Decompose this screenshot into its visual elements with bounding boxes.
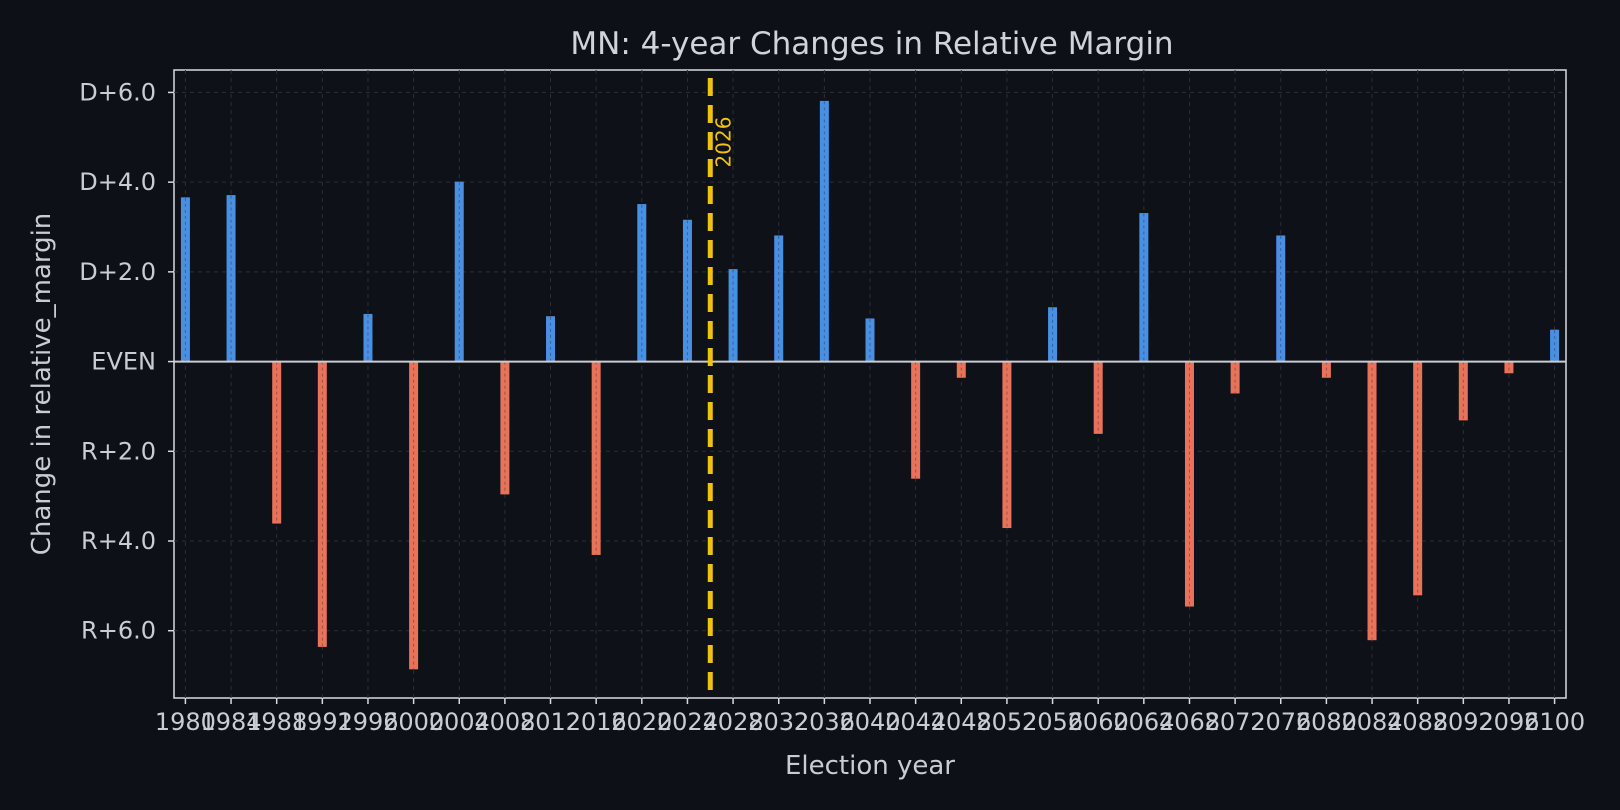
x-tick-label: 2052 [976, 708, 1037, 736]
x-tick-label: 2048 [931, 708, 992, 736]
x-tick-label: 2020 [611, 708, 672, 736]
x-tick-label: 2088 [1387, 708, 1448, 736]
x-tick-label: 2076 [1250, 708, 1311, 736]
x-tick-label: 2032 [748, 708, 809, 736]
x-tick-label: 2056 [1022, 708, 1083, 736]
marker-label: 2026 [711, 117, 735, 168]
x-tick-label: 2072 [1205, 708, 1266, 736]
y-tick-label: D+4.0 [79, 168, 156, 196]
x-tick-label: 2080 [1296, 708, 1357, 736]
x-tick-label: 2036 [794, 708, 855, 736]
x-tick-label: 2000 [383, 708, 444, 736]
y-tick-label: EVEN [91, 348, 156, 376]
chart-title: MN: 4-year Changes in Relative Margin [570, 26, 1173, 62]
x-tick-labels: 1980198419881992199620002004200820122016… [155, 698, 1585, 736]
x-tick-label: 1996 [337, 708, 398, 736]
x-tick-label: 2028 [703, 708, 764, 736]
bar-2036 [819, 100, 829, 363]
x-tick-label: 2100 [1524, 708, 1585, 736]
x-tick-label: 2044 [885, 708, 946, 736]
bars [180, 100, 1560, 670]
x-tick-label: 2008 [474, 708, 535, 736]
bar-2000 [409, 361, 419, 670]
x-tick-label: 2024 [657, 708, 718, 736]
y-tick-label: D+6.0 [79, 78, 156, 106]
x-tick-label: 1984 [201, 708, 262, 736]
x-tick-label: 2084 [1341, 708, 1402, 736]
x-tick-label: 2068 [1159, 708, 1220, 736]
x-tick-label: 2096 [1478, 708, 1539, 736]
x-tick-label: 1980 [155, 708, 216, 736]
x-tick-label: 2004 [429, 708, 490, 736]
x-tick-label: 2016 [566, 708, 627, 736]
y-axis-label: Change in relative_margin [27, 213, 57, 556]
x-tick-label: 2040 [839, 708, 900, 736]
x-tick-label: 2064 [1113, 708, 1174, 736]
y-tick-labels: D+6.0 D+4.0 D+2.0 EVEN R+2.0 R+4.0 R+6.0 [79, 78, 174, 645]
current-year-marker: 2026 [707, 78, 735, 698]
x-tick-label: 1988 [246, 708, 307, 736]
y-tick-label: R+6.0 [81, 617, 156, 645]
x-tick-label: 2012 [520, 708, 581, 736]
y-tick-label: R+4.0 [81, 527, 156, 555]
x-tick-label: 2092 [1433, 708, 1494, 736]
x-tick-label: 1992 [292, 708, 353, 736]
y-tick-label: R+2.0 [81, 437, 156, 465]
y-tick-label: D+2.0 [79, 258, 156, 286]
x-axis-label: Election year [785, 751, 955, 781]
bar-2044 [911, 361, 921, 479]
x-tick-label: 2060 [1068, 708, 1129, 736]
